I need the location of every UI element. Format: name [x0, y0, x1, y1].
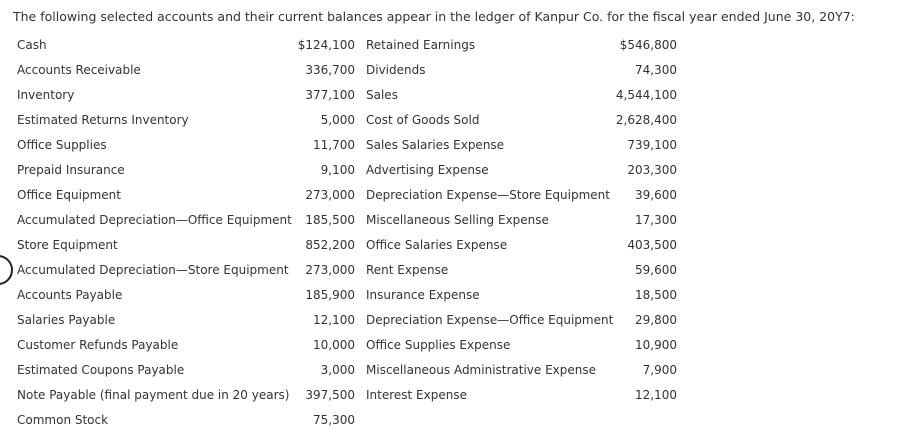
left-account-amount: 3,000 — [320, 363, 355, 377]
left-account-amount: 377,100 — [305, 88, 355, 102]
right-account-amount: 403,500 — [627, 238, 677, 252]
right-account-amount: 7,900 — [642, 363, 677, 377]
left-account-amount: 273,000 — [305, 188, 355, 202]
left-account-name: Inventory — [17, 88, 75, 102]
left-account-name: Customer Refunds Payable — [17, 338, 179, 352]
table-row: Office Supplies 11,700 Sales Salaries Expe… — [17, 133, 677, 158]
table-row: Estimated Returns Inventory 5,000 Cost of … — [17, 108, 677, 133]
right-account-name: Sales — [366, 88, 398, 102]
right-account-amount: 59,600 — [635, 263, 677, 277]
right-account-amount: 203,300 — [627, 163, 677, 177]
right-account-name: Depreciation Expense—Store Equipment — [366, 188, 610, 202]
intro-text: The following selected accounts and thei… — [13, 9, 855, 24]
table-row: Estimated Coupons Payable 3,000 Miscellane… — [17, 358, 677, 383]
left-account-amount: 12,100 — [313, 313, 355, 327]
right-account-name: Office Salaries Expense — [366, 238, 508, 252]
left-account-amount: $124,100 — [297, 38, 355, 52]
table-row: Accounts Receivable 336,700 Dividends 74,30… — [17, 58, 677, 83]
table-row: Store Equipment 852,200 Office Salaries Ex… — [17, 233, 677, 258]
right-account-amount — [615, 408, 677, 433]
ledger-table: Cash $124,100 Retained Earnings $546,800 Ac… — [17, 33, 677, 433]
left-account-name: Estimated Returns Inventory — [17, 113, 189, 127]
right-account-name: Rent Expense — [366, 263, 449, 277]
table-row: Accounts Payable 185,900 Insurance Expense… — [17, 283, 677, 308]
right-account-name: Cost of Goods Sold — [366, 113, 480, 127]
right-account-amount: 39,600 — [635, 188, 677, 202]
right-account-amount: 12,100 — [635, 388, 677, 402]
table-row: Cash $124,100 Retained Earnings $546,800 — [17, 33, 677, 58]
table-row: Prepaid Insurance 9,100 Advertising Expens… — [17, 158, 677, 183]
left-account-name: Accounts Receivable — [17, 63, 141, 77]
right-account-name: Depreciation Expense—Office Equipment — [366, 313, 614, 327]
table-row: Note Payable (final payment due in 20 ye… — [17, 383, 677, 408]
left-account-amount: 9,100 — [320, 163, 355, 177]
left-account-name: Accumulated Depreciation—Store Equipment — [17, 263, 289, 277]
right-account-amount: 18,500 — [635, 288, 677, 302]
ledger-body: Cash $124,100 Retained Earnings $546,800 Ac… — [17, 33, 677, 433]
left-account-name: Store Equipment — [17, 238, 118, 252]
left-account-name: Office Equipment — [17, 188, 121, 202]
left-account-amount: 185,900 — [305, 288, 355, 302]
left-account-name: Salaries Payable — [17, 313, 116, 327]
table-row: Accumulated Depreciation—Store Equipment… — [17, 258, 677, 283]
right-account-name: Dividends — [366, 63, 426, 77]
left-account-amount: 75,300 — [313, 413, 355, 427]
left-account-amount: 852,200 — [305, 238, 355, 252]
left-account-name: Note Payable (final payment due in 20 ye… — [17, 388, 290, 402]
right-account-name: Retained Earnings — [366, 38, 476, 52]
table-row: Common Stock 75,300 — [17, 408, 677, 433]
left-account-amount: 185,500 — [305, 213, 355, 227]
table-row: Inventory 377,100 Sales 4,544,100 — [17, 83, 677, 108]
right-account-amount: 74,300 — [635, 63, 677, 77]
right-account-name: Office Supplies Expense — [366, 338, 511, 352]
left-account-amount: 11,700 — [313, 138, 355, 152]
left-account-name: Cash — [17, 38, 47, 52]
left-account-name: Accounts Payable — [17, 288, 123, 302]
right-account-amount: 739,100 — [627, 138, 677, 152]
edge-circle-decoration — [0, 255, 13, 285]
right-account-name: Sales Salaries Expense — [366, 138, 505, 152]
right-account-amount: 2,628,400 — [615, 113, 677, 127]
right-account-amount: 29,800 — [635, 313, 677, 327]
table-row: Customer Refunds Payable 10,000 Office Sup… — [17, 333, 677, 358]
left-account-amount: 5,000 — [320, 113, 355, 127]
left-account-name: Estimated Coupons Payable — [17, 363, 185, 377]
right-account-amount: 10,900 — [635, 338, 677, 352]
left-account-amount: 10,000 — [313, 338, 355, 352]
left-account-amount: 273,000 — [305, 263, 355, 277]
left-account-amount: 397,500 — [305, 388, 355, 402]
right-account-name: Miscellaneous Administrative Expense — [366, 363, 597, 377]
table-row: Accumulated Depreciation—Office Equipmen… — [17, 208, 677, 233]
right-account-name: Interest Expense — [366, 388, 467, 402]
left-account-name: Prepaid Insurance — [17, 163, 125, 177]
right-account-name: Advertising Expense — [366, 163, 489, 177]
right-account-amount: 4,544,100 — [615, 88, 677, 102]
right-account-name: Miscellaneous Selling Expense — [366, 213, 549, 227]
right-account-name — [366, 408, 615, 433]
left-account-name: Common Stock — [17, 413, 109, 427]
left-account-name: Accumulated Depreciation—Office Equipmen… — [17, 213, 292, 227]
table-row: Office Equipment 273,000 Depreciation Expe… — [17, 183, 677, 208]
right-account-amount: $546,800 — [619, 38, 677, 52]
left-account-name: Office Supplies — [17, 138, 107, 152]
right-account-name: Insurance Expense — [366, 288, 480, 302]
left-account-amount: 336,700 — [305, 63, 355, 77]
table-row: Salaries Payable 12,100 Depreciation Expen… — [17, 308, 677, 333]
right-account-amount: 17,300 — [635, 213, 677, 227]
